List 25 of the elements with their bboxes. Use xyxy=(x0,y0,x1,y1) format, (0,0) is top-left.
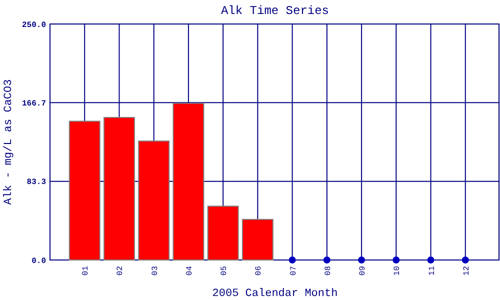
chart-title: Alk Time Series xyxy=(220,4,330,18)
x-tick-label: 10 xyxy=(393,266,402,276)
bar xyxy=(242,218,274,260)
x-tick-label: 11 xyxy=(428,266,437,276)
bar xyxy=(138,140,170,260)
y-tick-label: 250.0 xyxy=(22,20,46,30)
x-tick-label: 06 xyxy=(254,266,264,276)
x-tick-label: 03 xyxy=(150,266,160,276)
bar xyxy=(207,206,239,260)
x-tick-label: 01 xyxy=(82,266,91,276)
y-axis-title: Alk - mg/L as CaCO3 xyxy=(3,79,15,205)
x-axis-title: 2005 Calendar Month xyxy=(212,288,338,300)
x-tick-label: 09 xyxy=(358,266,368,276)
y-tick-label: 0.0 xyxy=(32,256,46,266)
y-tick-label: 83.3 xyxy=(26,178,46,188)
bar xyxy=(172,102,204,260)
x-tick-label: 02 xyxy=(116,266,126,276)
x-tick-label: 05 xyxy=(220,266,230,276)
x-tick-label: 07 xyxy=(289,266,298,276)
y-tick-label: 166.7 xyxy=(22,99,46,108)
bar xyxy=(104,116,135,260)
x-tick-label: 08 xyxy=(324,266,333,276)
bar xyxy=(68,120,100,260)
x-tick-label: 04 xyxy=(185,266,194,276)
x-tick-label: 12 xyxy=(462,266,472,276)
